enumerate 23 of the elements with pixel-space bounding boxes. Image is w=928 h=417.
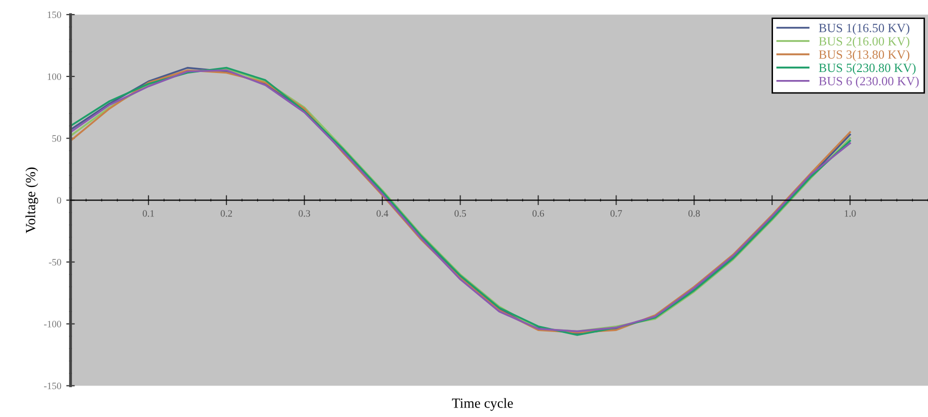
legend-label: BUS 6 (230.00 KV): [818, 76, 919, 88]
x-tick-label: 1.0: [844, 210, 856, 217]
y-tick-label: 50: [52, 135, 62, 142]
y-tick-label: 150: [48, 12, 62, 18]
y-tick-label: -50: [48, 258, 62, 266]
x-tick-label: 0.3: [298, 210, 310, 217]
x-tick-label: 0.1: [142, 210, 154, 217]
y-tick-label: -100: [44, 320, 62, 328]
x-tick-label: 0.5: [454, 210, 466, 217]
y-tick-label: 100: [48, 73, 62, 80]
x-tick-label: 0.7: [610, 210, 622, 217]
legend-label: BUS 5(230.80 KV): [818, 63, 916, 75]
x-tick-label: 0.8: [688, 210, 700, 217]
x-axis-title: Time cycle: [452, 398, 513, 411]
y-tick-label: -150: [44, 382, 62, 390]
legend-label: BUS 1(16.50 KV): [818, 23, 910, 35]
x-tick-label: 0.6: [532, 210, 544, 217]
x-tick-label: 0.2: [220, 210, 232, 217]
legend-label: BUS 3(13.80 KV): [818, 50, 910, 62]
x-tick-label: 0.4: [376, 210, 388, 217]
y-tick-label: 0: [57, 197, 62, 204]
y-axis-title: Voltage (%): [25, 168, 38, 234]
legend-label: BUS 2(16.00 KV): [818, 36, 910, 48]
